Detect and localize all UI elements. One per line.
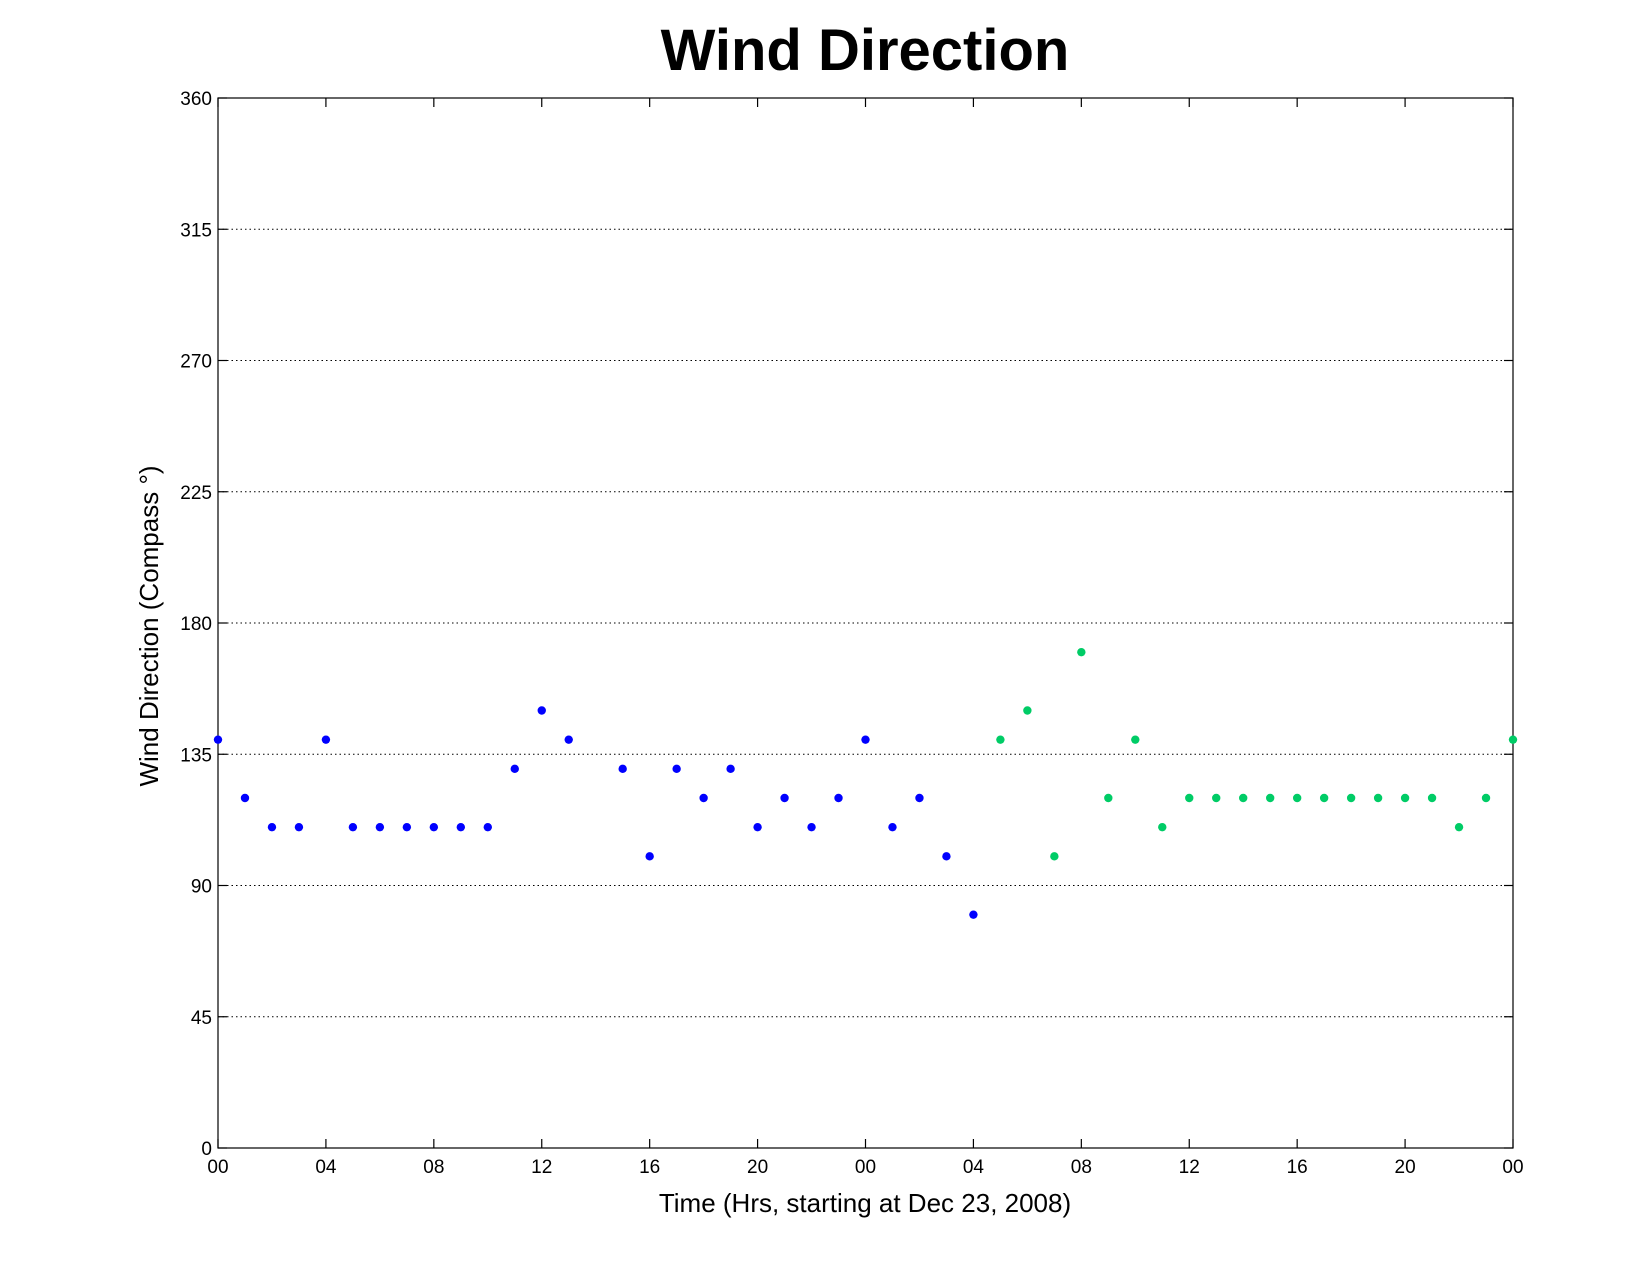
x-tick-label: 08 <box>423 1157 444 1178</box>
x-tick-label: 00 <box>207 1157 228 1178</box>
data-point <box>348 822 358 832</box>
chart-title: Wind Direction <box>661 18 1070 83</box>
data-point <box>672 764 681 774</box>
x-tick-label: 16 <box>639 1157 660 1178</box>
data-point <box>1023 706 1032 715</box>
data-point <box>726 764 735 774</box>
data-point <box>1454 822 1464 832</box>
data-point <box>537 706 546 715</box>
data-point <box>510 764 519 774</box>
x-tick-label: 12 <box>1179 1157 1200 1178</box>
data-point <box>267 822 277 832</box>
data-point <box>1373 793 1383 803</box>
data-point <box>1212 793 1221 803</box>
data-point <box>888 822 897 832</box>
data-point <box>1319 793 1329 803</box>
data-point <box>1239 793 1248 803</box>
x-tick-label: 20 <box>1395 1157 1416 1178</box>
data-point <box>483 822 492 832</box>
data-point <box>321 735 331 744</box>
data-point <box>240 793 250 803</box>
data-point <box>807 822 816 832</box>
data-point <box>1292 793 1302 803</box>
data-point <box>618 764 627 774</box>
y-tick-label: 135 <box>180 745 212 766</box>
y-tick-labels: 0 45 90 135 180 225 270 315 360 <box>180 89 212 1160</box>
y-tick-label: 225 <box>180 483 212 504</box>
data-point <box>564 735 573 744</box>
data-point <box>969 910 978 919</box>
y-tick-label: 360 <box>180 89 212 110</box>
x-tick-label: 04 <box>963 1157 985 1178</box>
data-point <box>1077 647 1086 657</box>
data-point <box>429 822 439 832</box>
data-point <box>645 852 654 861</box>
data-point <box>942 852 951 861</box>
x-axis-title: Time (Hrs, starting at Dec 23, 2008) <box>659 1188 1071 1218</box>
data-point <box>996 735 1005 744</box>
data-point <box>699 793 708 803</box>
data-point <box>294 822 304 832</box>
data-point <box>1346 793 1356 803</box>
data-point <box>402 822 412 832</box>
data-point <box>213 735 223 744</box>
data-point <box>1508 735 1518 744</box>
y-tick-label: 90 <box>191 877 212 898</box>
data-point <box>1481 793 1491 803</box>
x-tick-label: 12 <box>531 1157 552 1178</box>
data-point <box>1400 793 1410 803</box>
y-tick-label: 315 <box>180 220 212 241</box>
data-point <box>834 793 843 803</box>
x-tick-label: 04 <box>315 1157 337 1178</box>
data-points <box>213 647 1518 919</box>
y-tick-label: 0 <box>201 1139 212 1160</box>
data-point <box>1427 793 1437 803</box>
data-point <box>1050 852 1059 861</box>
axis-ticks <box>217 97 1514 1149</box>
x-tick-label: 00 <box>1502 1157 1523 1178</box>
x-tick-label: 00 <box>855 1157 876 1178</box>
data-point <box>780 793 789 803</box>
data-point <box>861 735 870 744</box>
data-point <box>1265 793 1275 803</box>
data-point <box>375 822 385 832</box>
data-point <box>915 793 924 803</box>
data-point <box>1158 822 1167 832</box>
y-tick-label: 45 <box>191 1008 212 1029</box>
y-tick-label: 270 <box>180 352 212 373</box>
y-axis-title: Wind Direction (Compass °) <box>134 465 164 786</box>
x-tick-label: 16 <box>1287 1157 1308 1178</box>
x-tick-label: 20 <box>747 1157 768 1178</box>
x-tick-labels: 00 04 08 12 16 20 00 04 08 12 16 20 00 <box>207 1157 1523 1178</box>
data-point <box>1131 735 1140 744</box>
data-point <box>456 822 466 832</box>
data-point <box>1185 793 1194 803</box>
y-tick-label: 180 <box>180 614 212 635</box>
data-point <box>1104 793 1113 803</box>
x-tick-label: 08 <box>1071 1157 1092 1178</box>
data-point <box>753 822 762 832</box>
